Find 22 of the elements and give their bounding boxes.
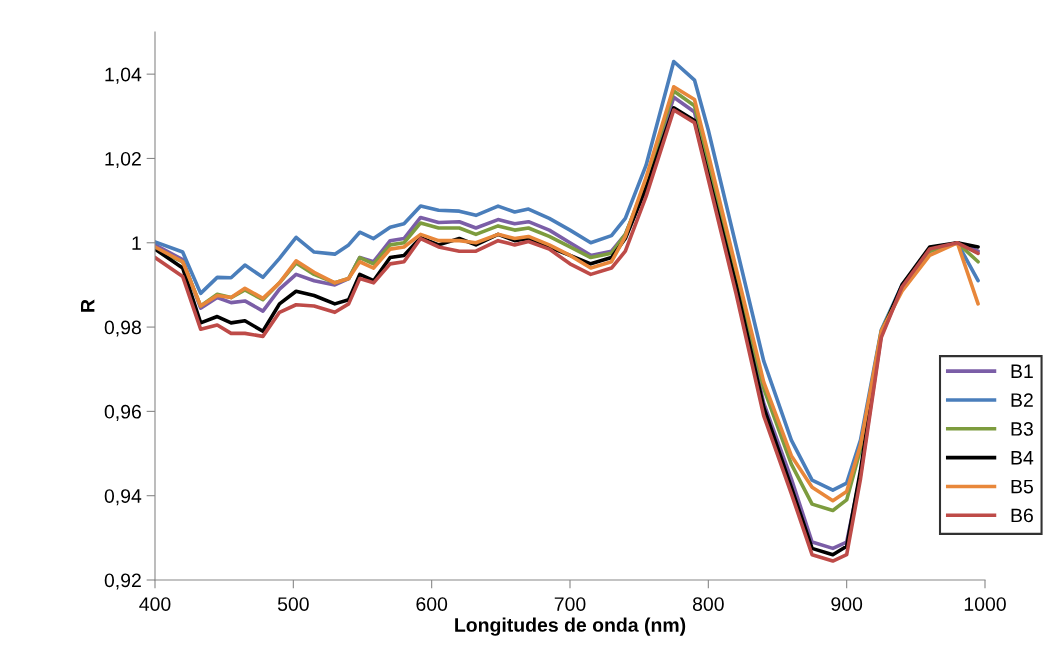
y-tick-label: 0,98 xyxy=(104,320,141,337)
x-tick-label: 600 xyxy=(416,597,448,611)
x-tick-label: 500 xyxy=(277,597,309,611)
legend-label: B3 xyxy=(1011,422,1033,436)
x-tick-label: 1000 xyxy=(964,597,1006,611)
y-tick-label: 1 xyxy=(132,236,141,250)
y-axis-title: R xyxy=(81,299,95,312)
legend-label: B4 xyxy=(1011,451,1034,465)
legend-label: B6 xyxy=(1011,508,1033,523)
y-tick-label: 0,92 xyxy=(104,573,141,590)
x-tick-label: 900 xyxy=(831,597,863,611)
x-tick-label: 800 xyxy=(692,597,724,611)
legend-label: B2 xyxy=(1011,393,1033,407)
legend-label: B1 xyxy=(1011,364,1033,378)
y-tick-label: 0,94 xyxy=(104,489,142,506)
legend-label: B5 xyxy=(1011,479,1033,494)
x-tick-label: 400 xyxy=(139,597,171,611)
y-tick-label: 1,04 xyxy=(105,67,142,84)
x-tick-label: 700 xyxy=(554,597,586,611)
y-tick-label: 1,02 xyxy=(105,151,141,168)
y-tick-label: 0,96 xyxy=(104,404,141,421)
x-axis-title: Longitudes de onda (nm) xyxy=(455,617,686,636)
